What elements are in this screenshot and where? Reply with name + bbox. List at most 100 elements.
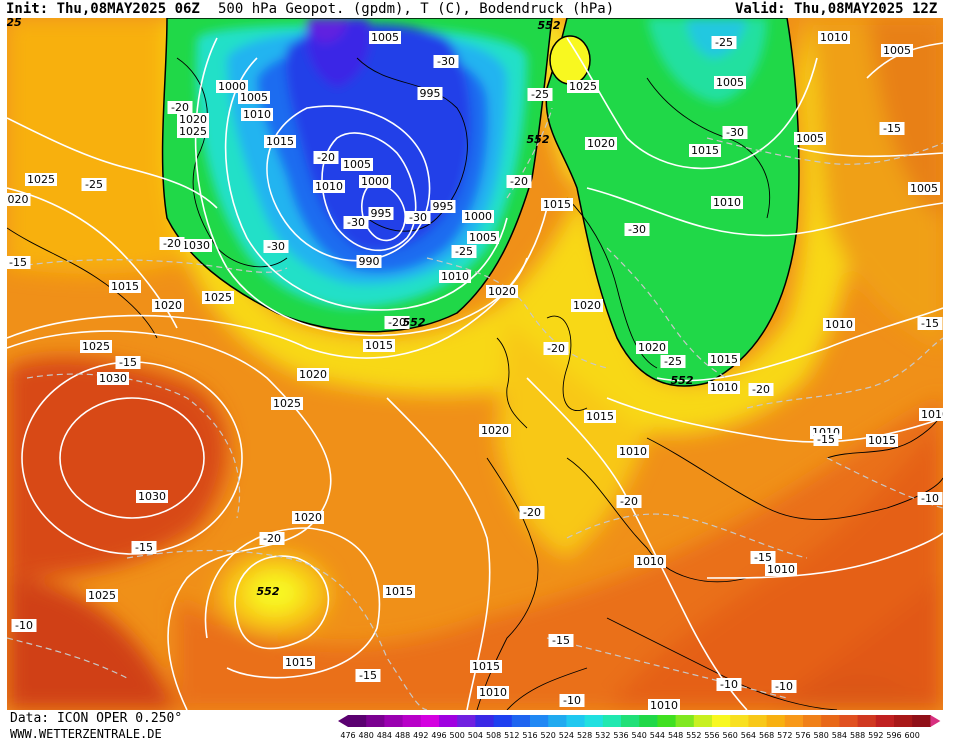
isobar-label-text: 1010 bbox=[650, 699, 678, 710]
legend-swatch bbox=[839, 715, 859, 727]
isobar-label-box bbox=[866, 434, 898, 447]
isotherm-label: -25 bbox=[660, 355, 686, 368]
isobar-label-box bbox=[462, 210, 494, 223]
isobar-label-box bbox=[368, 207, 394, 220]
isotherm-label-text: -30 bbox=[437, 55, 455, 68]
legend-tick-label: 576 bbox=[795, 731, 810, 740]
isobar-label-text: 1025 bbox=[179, 125, 207, 138]
isobar-label: 1025 bbox=[25, 173, 57, 186]
isobar-label-box bbox=[264, 135, 296, 148]
legend-bar bbox=[338, 715, 941, 727]
isotherm-label: -25 bbox=[527, 88, 553, 101]
isotherm-label-box bbox=[748, 383, 774, 396]
isobar-label-text: 1020 bbox=[154, 299, 182, 312]
isobar-label: 1005 bbox=[908, 182, 940, 195]
data-credit: Data: ICON OPER 0.250° bbox=[10, 711, 183, 726]
legend-tick-label: 532 bbox=[595, 731, 610, 740]
isotherm-label-box bbox=[343, 216, 369, 229]
map-header: Init: Thu,08MAY2025 06Z 500 hPa Geopot. … bbox=[0, 0, 959, 18]
legend-swatch bbox=[693, 715, 713, 727]
isotherm-label-text: -15 bbox=[119, 356, 137, 369]
legend-swatch bbox=[348, 715, 367, 727]
isobar-label: 1020 bbox=[486, 285, 518, 298]
isobar-label-text: 1020 bbox=[488, 285, 516, 298]
isobar-label: 1010 bbox=[439, 270, 471, 283]
isotherm-label-box bbox=[616, 495, 642, 508]
isobar-label: 1030 bbox=[97, 372, 129, 385]
legend-tick-label: 524 bbox=[559, 731, 574, 740]
valid-time: Valid: Thu,08MAY2025 12Z bbox=[735, 1, 938, 17]
legend-swatch bbox=[366, 715, 385, 727]
isotherm-label: -25 bbox=[451, 245, 477, 258]
isobar-label: 1015 bbox=[109, 280, 141, 293]
geopotential-label: 552 bbox=[257, 585, 280, 598]
isobar-label-text: 1015 bbox=[543, 198, 571, 211]
isotherm-label: -20 bbox=[167, 101, 193, 114]
isotherm-label-text: -30 bbox=[347, 216, 365, 229]
isobar-label-text: 990 bbox=[359, 255, 380, 268]
isotherm-label: -10 bbox=[11, 619, 37, 632]
isobar-label-box bbox=[714, 76, 746, 89]
isobar-label-box bbox=[818, 31, 850, 44]
isobar-label-box bbox=[109, 280, 141, 293]
isotherm-label: -10 bbox=[771, 680, 797, 693]
isobar-label-box bbox=[383, 585, 415, 598]
isobar-label-text: 1020 bbox=[587, 137, 615, 150]
isobar-label-text: 1025 bbox=[82, 340, 110, 353]
legend-tick-label: 600 bbox=[905, 731, 920, 740]
isotherm-label-box bbox=[879, 122, 905, 135]
isotherm-label-text: -30 bbox=[628, 223, 646, 236]
isotherm-label-text: -30 bbox=[267, 240, 285, 253]
legend-tick-label: 564 bbox=[741, 731, 756, 740]
legend-swatch bbox=[493, 715, 513, 727]
isobar-label-box bbox=[359, 175, 391, 188]
isobar-label-box bbox=[571, 299, 603, 312]
isobar-label-text: 1000 bbox=[361, 175, 389, 188]
legend-swatch bbox=[639, 715, 658, 727]
isotherm-label-box bbox=[11, 619, 37, 632]
isobar-label-box bbox=[479, 424, 511, 437]
isobar-label-text: 1005 bbox=[910, 182, 938, 195]
isotherm-label: -20 bbox=[259, 532, 285, 545]
isotherm-label-box bbox=[405, 211, 431, 224]
legend-swatch bbox=[748, 715, 768, 727]
isobar-label-text: 1030 bbox=[138, 490, 166, 503]
isobar-label-box bbox=[708, 353, 740, 366]
isobar-label-box bbox=[97, 372, 129, 385]
weather-map[interactable]: 1005 1000 1005 1010 1020 1025 1015 995 1005 1000 1… bbox=[7, 18, 943, 710]
isotherm-label: -30 bbox=[624, 223, 650, 236]
isobar-label: 1030 bbox=[180, 239, 212, 252]
isotherm-label: -15 bbox=[355, 669, 381, 682]
isobar-label-text: 1010 bbox=[820, 31, 848, 44]
isotherm-label-box bbox=[115, 356, 141, 369]
isotherm-label-box bbox=[167, 101, 193, 114]
isobar-label: 1020 bbox=[571, 299, 603, 312]
isotherm-label-text: -20 bbox=[163, 237, 181, 250]
isobar-label-box bbox=[7, 193, 31, 206]
isobar-label: 1020 bbox=[177, 113, 209, 126]
isotherm-label-box bbox=[559, 694, 585, 707]
isobar-label: 1010 bbox=[648, 699, 680, 710]
legend-swatch bbox=[803, 715, 822, 727]
isobar-label-box bbox=[648, 699, 680, 710]
init-time: Init: Thu,08MAY2025 06Z bbox=[6, 1, 200, 17]
geopotential-label-text: 25 bbox=[7, 18, 22, 29]
isobar-label-box bbox=[636, 341, 668, 354]
isotherm-label-box bbox=[384, 316, 410, 329]
legend-swatch bbox=[439, 715, 458, 727]
map-title: 500 hPa Geopot. (gpdm), T (C), Bodendruc… bbox=[218, 1, 615, 17]
isotherm-label-box bbox=[716, 678, 742, 691]
map-footer: Data: ICON OPER 0.250° WWW.WETTERZENTRAL… bbox=[0, 710, 959, 741]
isobar-label: 1000 bbox=[462, 210, 494, 223]
isotherm-label-box bbox=[519, 506, 545, 519]
isotherm-label-box bbox=[813, 433, 839, 446]
legend-swatch bbox=[675, 715, 695, 727]
site-url[interactable]: WWW.WETTERZENTRALE.DE bbox=[10, 727, 162, 741]
isobar-label: 1015 bbox=[383, 585, 415, 598]
isobar-label-box bbox=[794, 132, 826, 145]
isobar-label: 1000 bbox=[216, 80, 248, 93]
isobar-label: 1030 bbox=[136, 490, 168, 503]
isobar-label-text: 1010 bbox=[315, 180, 343, 193]
isobar-label-text: 1025 bbox=[569, 80, 597, 93]
legend-arrow-left bbox=[338, 715, 348, 727]
